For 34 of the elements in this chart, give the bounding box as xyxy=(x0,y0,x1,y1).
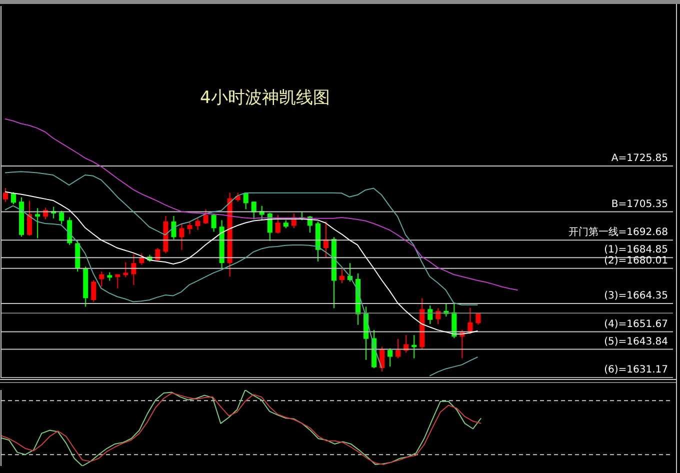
candlestick xyxy=(275,214,280,234)
candlestick xyxy=(211,212,216,232)
ref-line-label: (1)=1684.85 xyxy=(604,244,668,256)
candlestick xyxy=(123,262,128,278)
candlestick xyxy=(171,215,176,240)
candlestick xyxy=(59,210,64,225)
candlestick xyxy=(3,187,8,202)
candlestick xyxy=(99,271,104,288)
ref-line-label: (4)=1651.67 xyxy=(604,318,668,330)
candlestick xyxy=(203,208,208,224)
candlestick xyxy=(91,280,96,302)
candlestick xyxy=(179,222,184,250)
candlestick xyxy=(11,192,16,205)
text: 4小时波神凯线图 xyxy=(200,87,330,109)
candlestick xyxy=(187,221,192,235)
ref-line-label: (5)=1643.84 xyxy=(604,336,668,348)
candlestick xyxy=(396,338,401,359)
ref-line-label: A=1725.85 xyxy=(611,152,668,164)
candlestick xyxy=(388,348,393,368)
candlestick xyxy=(468,307,473,334)
candlestick xyxy=(195,218,200,231)
candlestick xyxy=(251,201,256,220)
ref-line-label: B=1705.35 xyxy=(611,198,668,210)
ref-line-label: (6)=1631.17 xyxy=(604,364,668,376)
candlestick xyxy=(340,268,345,284)
candlestick xyxy=(428,305,433,325)
candlestick xyxy=(243,192,248,210)
ref-line-label: 开门第一线=1692.68 xyxy=(568,226,668,238)
ref-line-label: (2)=1680.01 xyxy=(604,255,668,266)
ref-line-label: (3)=1664.35 xyxy=(604,290,668,302)
candlestick xyxy=(27,200,32,236)
candlestick xyxy=(35,208,40,239)
candlestick xyxy=(131,254,136,286)
candlestick xyxy=(155,247,160,262)
